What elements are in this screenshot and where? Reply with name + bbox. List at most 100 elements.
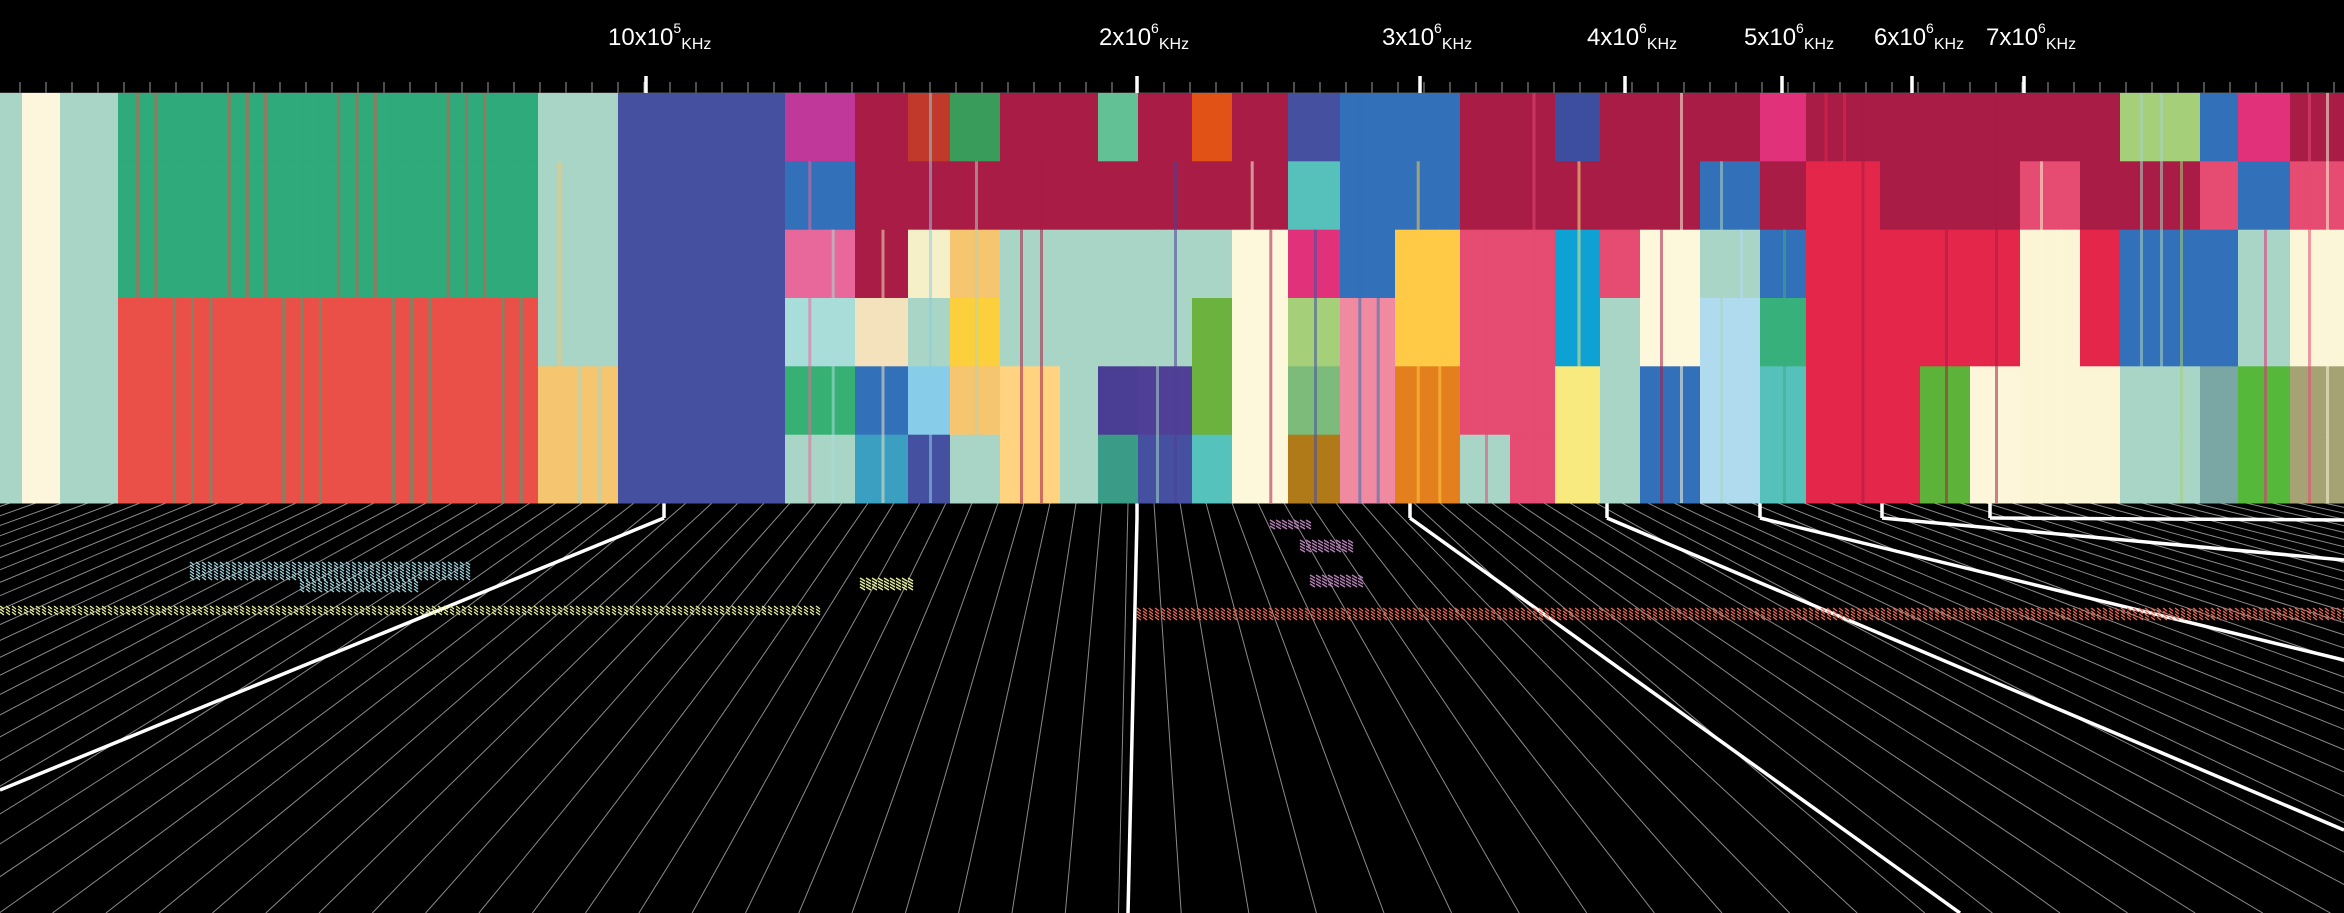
annotation-hatch <box>461 608 467 613</box>
band-segment <box>2290 298 2344 367</box>
grid-line <box>1309 502 1588 913</box>
band-segment <box>1138 366 1193 436</box>
annotation-hatch <box>1142 610 1148 615</box>
annotation-hatch <box>1718 610 1724 615</box>
annotation-hatch <box>1946 610 1952 615</box>
annotation-hatch <box>2126 610 2132 615</box>
annotation-hatch <box>101 608 107 613</box>
annotation-hatch <box>213 573 219 578</box>
annotation-hatch <box>305 611 311 616</box>
annotation-hatch <box>1346 613 1352 618</box>
band-sliver <box>929 93 932 503</box>
annotation-hatch <box>1574 610 1580 615</box>
annotation-hatch <box>2186 616 2192 621</box>
annotation-hatch <box>1269 519 1276 524</box>
annotation-hatch <box>1868 610 1874 615</box>
band-segment <box>118 93 539 162</box>
annotation-hatch <box>1730 607 1736 612</box>
annotation-hatch <box>443 605 449 610</box>
annotation-hatch <box>333 561 339 566</box>
grid-line <box>0 502 271 626</box>
annotation-hatch <box>611 611 617 616</box>
annotation-hatch <box>1136 610 1142 615</box>
annotation-hatch <box>1327 583 1334 588</box>
annotation-hatch <box>387 567 393 572</box>
annotation-hatch <box>1154 616 1160 621</box>
annotation-hatch <box>2108 613 2114 618</box>
annotation-hatch <box>749 605 755 610</box>
annotation-hatch <box>1460 613 1466 618</box>
annotation-hatch <box>2138 613 2144 618</box>
annotation-hatch <box>1748 607 1754 612</box>
annotation-hatch <box>1886 607 1892 612</box>
annotation-hatch <box>749 611 755 616</box>
annotation-hatch <box>0 605 5 610</box>
annotation-hatch <box>375 570 381 575</box>
annotation-hatch <box>237 570 243 575</box>
annotation-hatch <box>1994 616 2000 621</box>
annotation-hatch <box>1442 616 1448 621</box>
major-grid-line <box>1989 516 2344 522</box>
annotation-hatch <box>317 608 323 613</box>
band-segment <box>1138 93 1193 162</box>
annotation-hatch <box>395 582 401 587</box>
annotation-hatch <box>2156 610 2162 615</box>
annotation-hatch <box>1940 613 1946 618</box>
annotation-hatch <box>371 605 377 610</box>
annotation-hatch <box>315 570 321 575</box>
annotation-hatch <box>347 605 353 610</box>
grid-line <box>1491 502 2061 913</box>
annotation-hatch <box>1172 616 1178 621</box>
band-segment <box>1395 93 1461 162</box>
annotation-hatch <box>497 611 503 616</box>
annotation-hatch <box>2072 607 2078 612</box>
annotation-hatch <box>47 608 53 613</box>
annotation-hatch <box>285 570 291 575</box>
annotation-hatch <box>2162 613 2168 618</box>
annotation-hatch <box>41 611 47 616</box>
annotation-hatch <box>441 561 447 566</box>
annotation-hatch <box>1394 616 1400 621</box>
annotation-hatch <box>1311 539 1318 544</box>
annotation-hatch <box>1148 616 1154 621</box>
band-sliver <box>1740 229 1743 503</box>
annotation-hatch <box>889 580 896 585</box>
annotation-hatch <box>245 608 251 613</box>
annotation-hatch <box>1400 607 1406 612</box>
annotation-hatch <box>1352 613 1358 618</box>
annotation-hatch <box>1250 607 1256 612</box>
annotation-hatch <box>351 564 357 569</box>
annotation-hatch <box>1658 607 1664 612</box>
annotation-hatch <box>1676 607 1682 612</box>
annotation-hatch <box>405 570 411 575</box>
band-sliver <box>2308 93 2311 503</box>
annotation-hatch <box>219 564 225 569</box>
grid-line <box>1153 502 1182 913</box>
annotation-hatch <box>1526 610 1532 615</box>
annotation-hatch <box>1658 613 1664 618</box>
annotation-hatch <box>617 611 623 616</box>
annotation-hatch <box>1364 616 1370 621</box>
grid-line <box>851 502 999 913</box>
annotation-hatch <box>339 573 345 578</box>
band-sliver <box>710 93 714 503</box>
annotation-hatch <box>1892 607 1898 612</box>
annotation-hatch <box>575 605 581 610</box>
annotation-hatch <box>1694 610 1700 615</box>
annotation-hatch <box>2084 610 2090 615</box>
annotation-hatch <box>1946 607 1952 612</box>
annotation-hatch <box>2234 607 2240 612</box>
annotation-hatch <box>243 573 249 578</box>
annotation-hatch <box>435 567 441 572</box>
annotation-hatch <box>297 561 303 566</box>
annotation-hatch <box>401 611 407 616</box>
annotation-hatch <box>2102 616 2108 621</box>
tick-label-mantissa: 5x10 <box>1744 24 1796 51</box>
annotation-hatch <box>267 573 273 578</box>
band-segment <box>1192 298 1233 367</box>
band-strip <box>0 93 2344 504</box>
annotation-hatch <box>755 605 761 610</box>
annotation-hatch <box>767 608 773 613</box>
annotation-hatch <box>1304 616 1310 621</box>
annotation-hatch <box>2006 616 2012 621</box>
